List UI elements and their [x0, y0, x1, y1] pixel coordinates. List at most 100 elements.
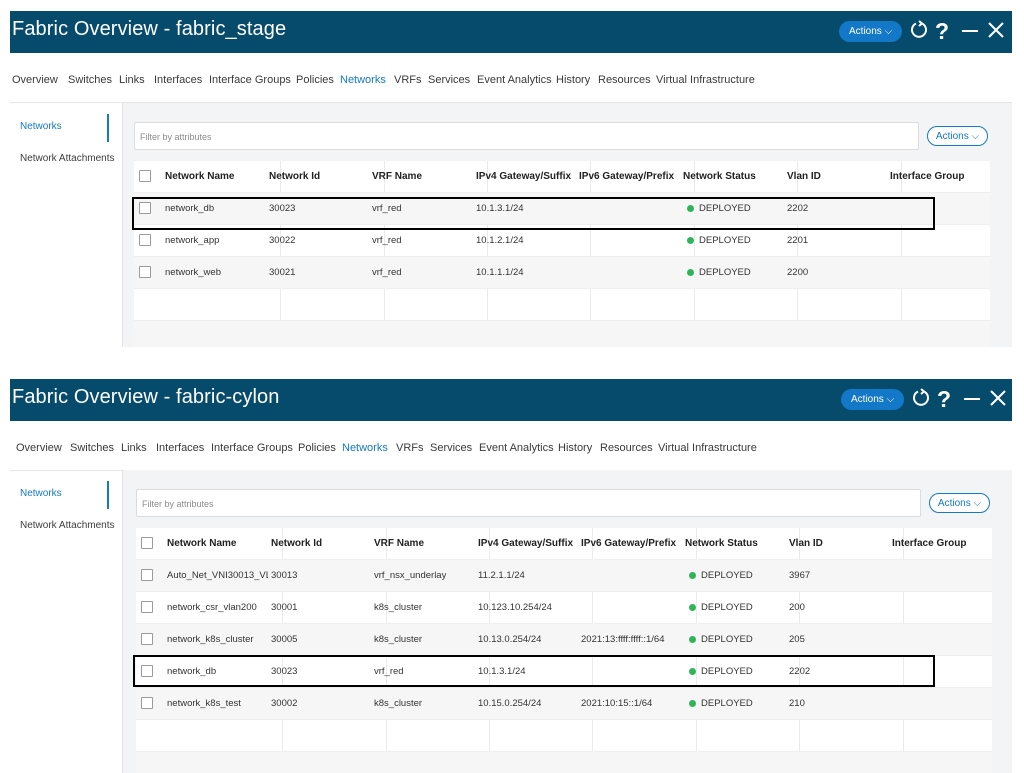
- sidebar-item-networks[interactable]: Networks: [20, 121, 62, 132]
- tab-networks[interactable]: Networks: [340, 74, 386, 86]
- sidebar-item-networks[interactable]: Networks: [20, 488, 62, 499]
- sidebar-active-marker: [107, 481, 109, 509]
- column-header[interactable]: IPv4 Gateway/Suffix: [478, 538, 574, 549]
- column-divider: [487, 161, 488, 347]
- sidebar-item-network-attachments[interactable]: Network Attachments: [20, 153, 115, 164]
- minimize-icon[interactable]: [958, 16, 982, 46]
- tab-resources[interactable]: Resources: [598, 74, 651, 86]
- column-header[interactable]: Interface Group: [892, 538, 967, 549]
- tab-services[interactable]: Services: [430, 442, 473, 454]
- column-header[interactable]: Network Status: [683, 171, 756, 182]
- tab-vrfs[interactable]: VRFs: [396, 442, 424, 454]
- tab-policies[interactable]: Policies: [296, 74, 334, 86]
- tab-history[interactable]: History: [556, 74, 591, 86]
- column-header[interactable]: Interface Group: [890, 171, 965, 182]
- row-checkbox[interactable]: [141, 601, 153, 613]
- header-actions-button[interactable]: Actions ⌵: [839, 21, 903, 42]
- tab-services[interactable]: Services: [428, 74, 471, 86]
- row-checkbox[interactable]: [139, 202, 151, 214]
- column-header[interactable]: Network Id: [271, 538, 323, 549]
- ipv4-cell: 10.1.2.1/24: [476, 235, 524, 246]
- row-checkbox[interactable]: [139, 266, 151, 278]
- networks-content: Filter by attributes Actions ⌵ Network N…: [123, 470, 1012, 773]
- filter-input[interactable]: Filter by attributes: [134, 122, 919, 150]
- column-header[interactable]: Network Status: [685, 538, 758, 549]
- row-checkbox[interactable]: [139, 234, 151, 246]
- tab-links[interactable]: Links: [119, 74, 145, 86]
- panel-title: Fabric Overview - fabric_stage: [12, 18, 287, 40]
- help-icon[interactable]: ?: [936, 386, 952, 412]
- actions-button[interactable]: Actions ⌵: [929, 493, 990, 513]
- row-checkbox[interactable]: [141, 697, 153, 709]
- tab-resources[interactable]: Resources: [600, 442, 653, 454]
- tab-virtual-infrastructure[interactable]: Virtual Infrastructure: [656, 74, 755, 86]
- column-header[interactable]: IPv6 Gateway/Prefix: [581, 538, 677, 549]
- tab-overview[interactable]: Overview: [16, 442, 62, 454]
- row-checkbox[interactable]: [141, 633, 153, 645]
- column-header[interactable]: Vlan ID: [787, 171, 821, 182]
- select-all-checkbox[interactable]: [139, 170, 151, 182]
- column-header[interactable]: VRF Name: [372, 171, 423, 182]
- refresh-icon[interactable]: [907, 16, 931, 46]
- close-icon[interactable]: [984, 16, 1008, 46]
- close-icon[interactable]: [986, 384, 1010, 414]
- tab-links[interactable]: Links: [121, 442, 147, 454]
- tab-policies[interactable]: Policies: [298, 442, 336, 454]
- select-all-checkbox[interactable]: [141, 537, 153, 549]
- table-row[interactable]: Auto_Net_VNI30013_VL/ 30013 vrf_nsx_unde…: [136, 560, 992, 592]
- status-dot-icon: [689, 636, 696, 643]
- network-name-cell: network_db: [167, 666, 217, 677]
- tab-switches[interactable]: Switches: [68, 74, 113, 86]
- column-divider: [694, 161, 695, 347]
- help-icon[interactable]: ?: [934, 18, 950, 44]
- sidebar-active-marker: [107, 114, 109, 142]
- tab-virtual-infrastructure[interactable]: Virtual Infrastructure: [658, 442, 757, 454]
- tab-history[interactable]: History: [558, 442, 593, 454]
- refresh-icon[interactable]: [909, 384, 933, 414]
- column-header[interactable]: IPv6 Gateway/Prefix: [579, 171, 675, 182]
- table-row[interactable]: network_app 30022 vrf_red 10.1.2.1/24 DE…: [134, 225, 990, 257]
- tab-interfaces[interactable]: Interfaces: [154, 74, 203, 86]
- column-header[interactable]: Vlan ID: [789, 538, 823, 549]
- tab-event-analytics[interactable]: Event Analytics: [477, 74, 552, 86]
- row-checkbox[interactable]: [141, 665, 153, 677]
- network-name-cell: network_k8s_cluster: [167, 634, 254, 645]
- vrf-name-cell: vrf_nsx_underlay: [374, 570, 447, 581]
- sidebar: Networks Network Attachments: [10, 470, 123, 773]
- status-dot-icon: [689, 572, 696, 579]
- tab-interface-groups[interactable]: Interface Groups: [209, 74, 291, 86]
- tab-switches[interactable]: Switches: [70, 442, 115, 454]
- tab-interface-groups[interactable]: Interface Groups: [211, 442, 293, 454]
- fabric-overview-panel-cylon: Fabric Overview - fabric-cylon Actions ⌵…: [10, 379, 1012, 773]
- sidebar-item-network-attachments[interactable]: Network Attachments: [20, 520, 115, 531]
- network-name-cell: Auto_Net_VNI30013_VL/: [167, 570, 268, 581]
- table-row[interactable]: network_k8s_test 30002 k8s_cluster 10.15…: [136, 688, 992, 720]
- header-actions-button[interactable]: Actions ⌵: [841, 389, 905, 410]
- network-id-cell: 30023: [269, 203, 296, 214]
- highlight-box: [132, 197, 935, 230]
- status-badge: DEPLOYED: [689, 624, 753, 655]
- tab-overview[interactable]: Overview: [12, 74, 58, 86]
- status-dot-icon: [687, 237, 694, 244]
- tab-interfaces[interactable]: Interfaces: [156, 442, 205, 454]
- tab-event-analytics[interactable]: Event Analytics: [479, 442, 554, 454]
- minimize-icon[interactable]: [960, 384, 984, 414]
- column-header[interactable]: Network Id: [269, 171, 321, 182]
- tab-vrfs[interactable]: VRFs: [394, 74, 422, 86]
- column-header[interactable]: VRF Name: [374, 538, 425, 549]
- column-header[interactable]: Network Name: [167, 538, 237, 549]
- table-row[interactable]: network_k8s_cluster 30005 k8s_cluster 10…: [136, 624, 992, 656]
- status-badge: DEPLOYED: [689, 656, 753, 687]
- filter-input[interactable]: Filter by attributes: [136, 489, 921, 517]
- row-checkbox[interactable]: [141, 569, 153, 581]
- table-row[interactable]: network_web 30021 vrf_red 10.1.1.1/24 DE…: [134, 257, 990, 289]
- status-badge: DEPLOYED: [689, 688, 753, 719]
- actions-button[interactable]: Actions ⌵: [927, 126, 988, 146]
- tab-networks[interactable]: Networks: [342, 442, 388, 454]
- table-row[interactable]: network_db 30023 vrf_red 10.1.3.1/24 DEP…: [136, 656, 992, 688]
- column-header[interactable]: Network Name: [165, 171, 235, 182]
- column-header[interactable]: IPv4 Gateway/Suffix: [476, 171, 572, 182]
- empty-row: [136, 752, 992, 773]
- table-row[interactable]: network_csr_vlan200 30001 k8s_cluster 10…: [136, 592, 992, 624]
- status-dot-icon: [689, 700, 696, 707]
